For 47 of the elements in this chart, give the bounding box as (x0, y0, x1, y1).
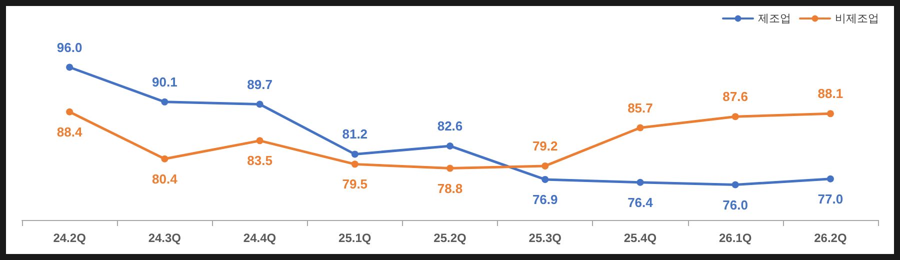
x-tick-label: 24.3Q (148, 231, 182, 245)
data-label: 82.6 (437, 118, 463, 134)
point (446, 142, 454, 150)
data-label: 90.1 (152, 74, 178, 90)
legend-label: 비제조업 (835, 12, 879, 25)
point (351, 160, 358, 168)
data-label: 79.2 (532, 138, 558, 154)
point (351, 150, 358, 158)
data-label: 83.5 (247, 153, 272, 168)
x-tick-label: 25.4Q (624, 231, 657, 245)
x-tick-label: 24.2Q (53, 231, 86, 245)
data-label: 78.8 (437, 180, 463, 196)
data-label: 88.4 (56, 124, 83, 140)
x-tick-label: 26.1Q (718, 231, 752, 245)
point (66, 108, 74, 116)
data-label: 87.6 (722, 89, 748, 104)
data-label: 77.0 (818, 191, 844, 206)
data-label: 80.4 (152, 171, 178, 186)
point (161, 98, 168, 106)
x-tick-label: 25.3Q (528, 231, 562, 245)
point (256, 137, 264, 144)
data-label: 76.4 (628, 194, 654, 210)
x-tick-label: 26.2Q (814, 231, 847, 245)
data-label: 88.1 (818, 86, 844, 102)
point (636, 124, 644, 132)
data-label: 76.9 (532, 192, 558, 207)
point (732, 181, 739, 188)
point (161, 155, 168, 162)
data-label: 76.0 (722, 197, 748, 212)
point (542, 176, 549, 183)
x-tick-label: 24.4Q (243, 231, 276, 245)
point (636, 178, 644, 186)
x-tick-label: 25.1Q (338, 231, 372, 245)
legend-label: 제조업 (758, 12, 791, 25)
point (826, 110, 834, 118)
data-label: 81.2 (342, 126, 368, 142)
data-label: 79.5 (342, 176, 368, 192)
point (66, 64, 74, 71)
x-tick-label: 25.2Q (434, 231, 466, 245)
point (826, 175, 834, 182)
point (732, 113, 739, 120)
point (446, 164, 454, 172)
data-label: 89.7 (247, 76, 272, 92)
data-label: 85.7 (628, 100, 653, 116)
point (256, 100, 264, 108)
point (542, 162, 549, 170)
data-label: 96.0 (56, 40, 82, 55)
